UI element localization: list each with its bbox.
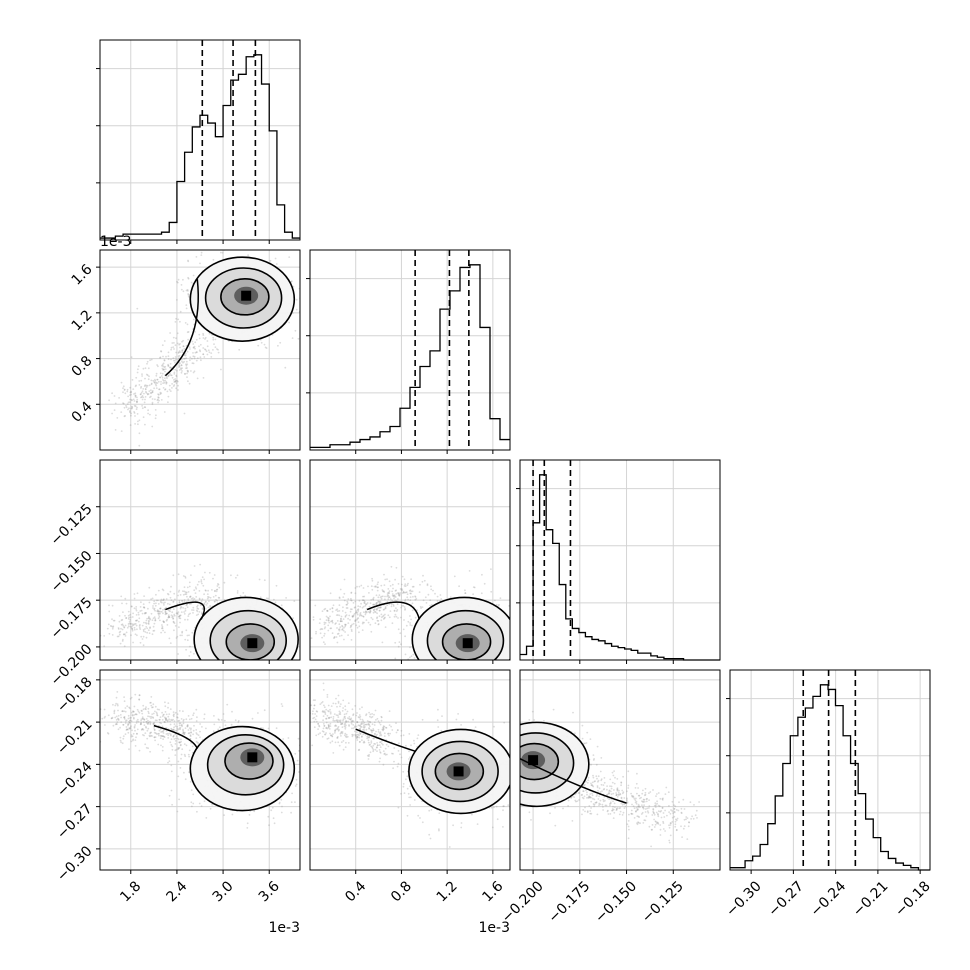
contour-tail [355,728,417,753]
x-tick-label: −0.24 [808,878,850,920]
x-tick-label: −0.27 [765,878,807,920]
density-layer [100,691,300,829]
density-peak [247,638,258,649]
panel-frame [519,459,721,661]
y-tick-label: 0.8 [69,353,96,380]
y-tick-label: 0.4 [69,399,96,426]
panel-frame [729,669,931,871]
y-tick-label: −0.125 [48,501,96,549]
x-tick-label: −0.175 [545,878,593,926]
contour-line [189,256,296,342]
panel-1-0 [96,249,301,454]
panel-frame [99,39,301,241]
contour-line [520,721,590,808]
panel-2-2 [516,459,721,664]
x-tick-label: 3.6 [256,878,283,905]
histogram-step [520,474,720,661]
contour-line [411,596,510,660]
x-tick-label: 1.6 [479,878,506,905]
contour-line [189,725,296,812]
axis-offset-label: 1e-3 [269,920,300,936]
contour-line [421,740,499,803]
panel-frame [99,669,301,871]
panel-frame [99,459,301,661]
panel-frame [99,249,301,451]
panel-frame [309,249,511,451]
axis-offset-label: 1e-3 [479,920,510,936]
panel-3-1 [309,669,511,874]
contour-tail [164,279,199,377]
histogram-step [730,684,930,871]
contour-line [220,278,270,316]
panel-3-2 [519,669,721,874]
x-tick-label: 3.0 [210,878,237,905]
panel-frame [519,669,721,871]
density-layer [520,708,700,848]
contour-line [434,752,485,791]
panel-bg [100,40,300,240]
panel-2-0 [96,459,301,664]
y-tick-label: 1.2 [69,307,96,334]
panel-bg [310,250,510,450]
density-peak [247,752,258,763]
x-tick-label: 0.8 [388,878,415,905]
panel-1-1 [306,249,511,454]
x-tick-label: −0.18 [892,878,934,920]
contour-line [408,728,510,815]
panel-3-3 [726,669,931,874]
contour-tail [520,757,627,804]
density-layer [108,250,300,447]
density-peak [453,766,464,777]
contour-tail [366,601,421,620]
histogram-step [310,264,510,449]
panel-frame [309,459,511,661]
y-tick-label: −0.30 [54,843,96,885]
panel-3-0 [96,669,301,874]
contour-line [224,742,274,780]
density-layer [310,682,510,848]
x-tick-label: 2.4 [163,878,190,905]
density-layer [100,563,299,660]
panel-bg [730,670,930,870]
x-tick-label: 1.2 [434,878,461,905]
x-tick-label: −0.150 [592,878,640,926]
y-tick-label: −0.150 [48,548,96,596]
panel-frame [309,669,511,871]
y-tick-label: −0.24 [54,759,96,801]
x-tick-label: 0.4 [342,878,369,905]
density-layer [310,565,510,660]
contour-tail [153,724,199,749]
density-peak [528,755,539,766]
x-tick-label: 1.8 [117,878,144,905]
y-tick-label: 1.6 [69,261,96,288]
y-tick-label: −0.27 [54,801,96,843]
contour-line [520,742,560,781]
panel-0-0 [96,39,301,244]
contour-line [209,609,287,660]
contour-line [204,267,283,329]
panel-2-1 [309,459,511,664]
axis-offset-label: 1e-3 [100,234,131,250]
contour-line [193,596,299,660]
density-peak [241,290,252,301]
contour-line [206,734,285,796]
x-tick-label: −0.125 [639,878,687,926]
x-tick-label: −0.30 [723,878,765,920]
y-tick-label: −0.21 [54,716,96,758]
x-tick-label: −0.21 [850,878,892,920]
histogram-step [100,54,300,239]
contour-line [426,609,505,660]
y-tick-label: −0.175 [48,595,96,643]
panel-bg [520,460,720,660]
contour-line [520,732,575,794]
density-peak [462,638,473,649]
